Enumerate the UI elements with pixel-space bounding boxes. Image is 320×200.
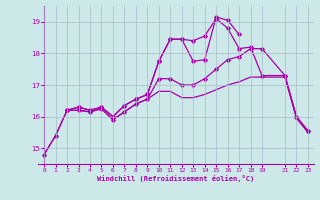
X-axis label: Windchill (Refroidissement éolien,°C): Windchill (Refroidissement éolien,°C) [97,175,255,182]
